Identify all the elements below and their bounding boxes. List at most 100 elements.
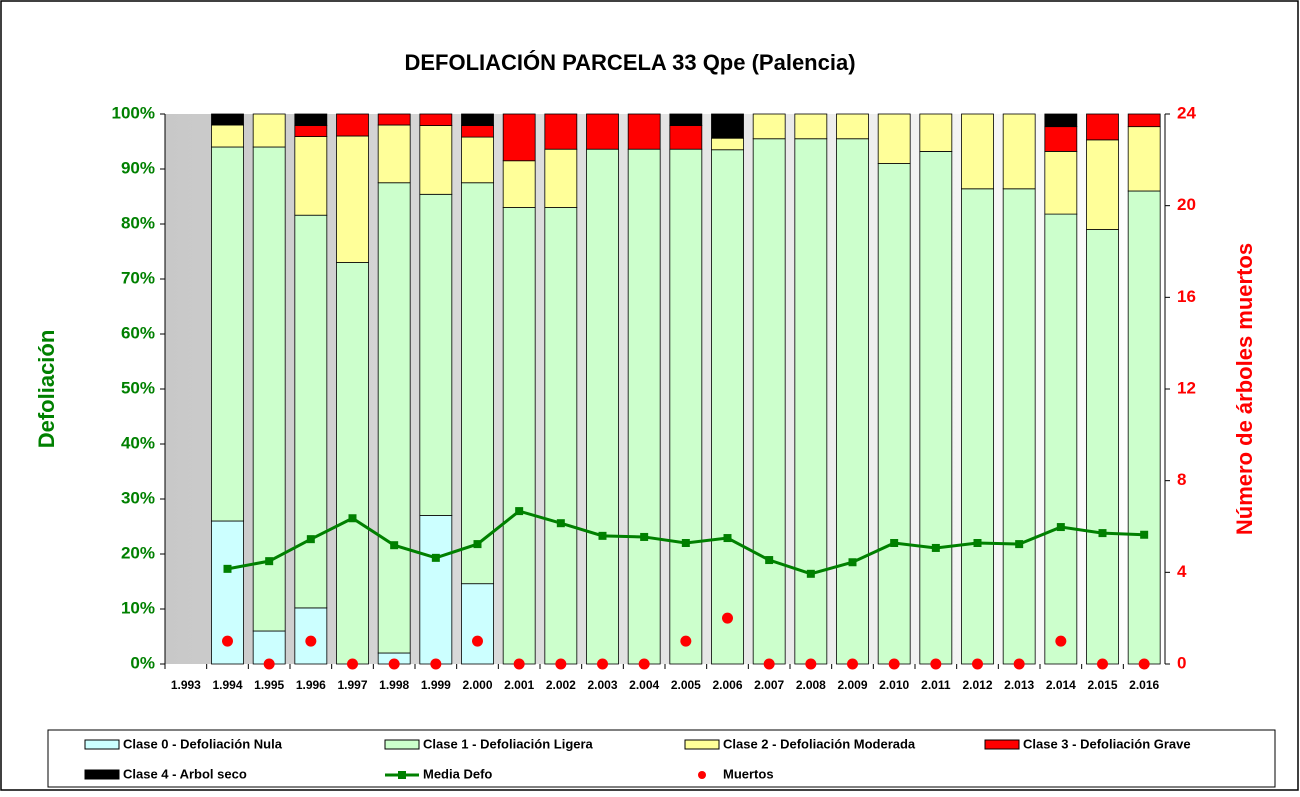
x-tick-label: 1.995 [254, 678, 284, 692]
bar-segment [1127, 190, 1161, 665]
x-tick-label: 2.003 [587, 678, 617, 692]
line-marker [1098, 529, 1107, 538]
x-tick-label: 2.016 [1129, 678, 1159, 692]
y-axis-title: Defoliación [34, 330, 59, 449]
bar-segment [711, 113, 744, 139]
bar-segment [211, 113, 244, 126]
y-tick-label: 100% [112, 103, 155, 122]
line-marker [431, 553, 440, 562]
legend-swatch [84, 739, 120, 750]
bar-segment [1044, 126, 1078, 152]
x-tick-label: 1.994 [212, 678, 242, 692]
x-tick-label: 2.008 [796, 678, 826, 692]
bar-segment [669, 148, 703, 665]
y-tick-label: 60% [121, 323, 155, 342]
line-marker [265, 557, 274, 566]
legend-swatch [384, 739, 420, 750]
legend-label: Clase 0 - Defoliación Nula [123, 736, 283, 751]
bar-segment [294, 136, 328, 216]
bar-segment [836, 113, 869, 140]
bar-segment [752, 138, 786, 665]
line-marker [848, 558, 857, 567]
bar-segment [1002, 113, 1036, 190]
bar-segment [544, 148, 578, 208]
bar-segment [461, 113, 494, 126]
y-tick-label: 70% [121, 268, 155, 287]
x-tick-label: 2.007 [754, 678, 784, 692]
x-tick-label: 2.002 [546, 678, 576, 692]
dot [555, 658, 567, 670]
line-marker [1015, 540, 1024, 549]
bar-segment [252, 146, 286, 632]
x-tick-label: 2.001 [504, 678, 534, 692]
y-tick-label: 50% [121, 378, 155, 397]
bar-segment [877, 113, 911, 164]
bar-segment [794, 113, 828, 140]
line-marker [973, 539, 982, 547]
y-tick-label: 20% [121, 543, 155, 562]
line-marker [890, 539, 899, 547]
x-tick-label: 2.014 [1046, 678, 1076, 692]
y-tick-label: 90% [121, 158, 155, 177]
bar-segment [419, 113, 453, 126]
x-tick-label: 2.011 [921, 678, 951, 692]
x-tick-label: 2.010 [879, 678, 909, 692]
dot [680, 635, 692, 647]
bar-segment [502, 160, 536, 208]
line-marker [1056, 523, 1065, 532]
bar-segment [211, 146, 244, 522]
y-tick-label: 0% [130, 653, 155, 672]
line-marker [598, 531, 607, 540]
legend-swatch [84, 769, 120, 780]
y2-tick-label: 4 [1177, 562, 1187, 581]
bar-segment [419, 125, 453, 195]
bar-segment [836, 138, 869, 665]
bar-segment [544, 207, 578, 665]
bar-segment [1086, 229, 1119, 665]
y2-tick-label: 8 [1177, 470, 1186, 489]
bar-segment [294, 214, 328, 609]
line-marker [1140, 530, 1149, 539]
dot [1138, 658, 1150, 670]
x-tick-label: 2.012 [962, 678, 992, 692]
x-tick-label: 2.009 [837, 678, 867, 692]
dot [597, 658, 608, 670]
bar-segment [669, 113, 703, 126]
dot [638, 658, 650, 670]
bar-segment [294, 113, 328, 126]
legend-label: Clase 2 - Defoliación Moderada [723, 736, 916, 751]
x-tick-label: 2.013 [1004, 678, 1034, 692]
line-marker [765, 556, 774, 565]
bar-segment [336, 113, 369, 137]
legend-label: Clase 3 - Defoliación Grave [1023, 736, 1191, 751]
line-marker [348, 514, 357, 523]
x-tick-label: 1.993 [171, 678, 201, 692]
line-marker [390, 541, 399, 550]
legend-label: Muertos [723, 766, 774, 781]
y2-tick-label: 20 [1177, 195, 1196, 214]
plot-area [165, 114, 1165, 664]
dot [513, 658, 525, 670]
bar-segment [461, 583, 494, 665]
x-tick-label: 2.006 [712, 678, 742, 692]
chart-title: DEFOLIACIÓN PARCELA 33 Qpe (Palencia) [404, 50, 855, 75]
bar-segment [627, 113, 661, 150]
y2-tick-label: 0 [1177, 653, 1186, 672]
dot [347, 658, 358, 670]
bar-segment [377, 124, 411, 184]
bar-segment [669, 125, 703, 150]
bar-segment [461, 125, 494, 138]
bar-segment [1002, 188, 1036, 665]
bar-segment [461, 182, 494, 585]
dot [888, 658, 900, 670]
bar-segment [377, 113, 411, 126]
dot [1013, 658, 1025, 670]
bar-segment [419, 515, 453, 665]
dot [1097, 658, 1108, 670]
dot [763, 658, 775, 670]
bar-segment [1086, 113, 1119, 141]
y2-tick-label: 24 [1177, 103, 1196, 122]
bar-segment [752, 113, 786, 140]
bar-segment [794, 138, 828, 665]
bar-segment [919, 150, 953, 665]
